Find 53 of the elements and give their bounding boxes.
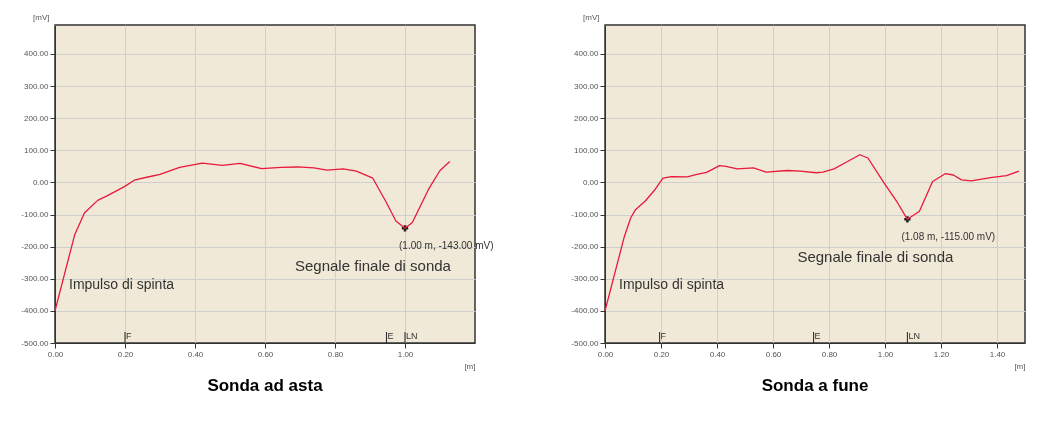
y-tick-label: -100.00 — [571, 210, 600, 220]
y-tick-label: -100.00 — [21, 210, 50, 220]
ref-line-label: E — [387, 331, 394, 341]
y-tick-label: 400.00 — [574, 49, 600, 59]
x-tick-label: 0.20 — [117, 349, 134, 359]
y-tick-label: -300.00 — [21, 274, 50, 284]
x-axis-title: [m] — [464, 361, 476, 371]
y-tick-label: 200.00 — [574, 113, 600, 123]
y-tick-label: 0.00 — [582, 177, 600, 187]
x-tick-label: 0.60 — [257, 349, 274, 359]
y-tick-label: 300.00 — [24, 81, 50, 91]
y-tick-label: -200.00 — [571, 242, 600, 252]
x-tick-label: 0.40 — [709, 349, 726, 359]
y-tick-label: -500.00 — [21, 338, 50, 348]
text: Sonda ad asta — [207, 376, 324, 395]
ref-line-label: LN — [406, 331, 418, 341]
ref-line-label: E — [814, 331, 821, 341]
x-tick-label: 0.80 — [327, 349, 344, 359]
x-axis-title: [m] — [1014, 361, 1026, 371]
y-tick-label: 300.00 — [574, 81, 600, 91]
annotation: (1.00 m, -143.00 mV) — [399, 240, 494, 252]
annotation: Impulso di spinta — [619, 275, 725, 292]
x-tick-label: 1.20 — [933, 349, 950, 359]
x-tick-label: 0.00 — [47, 349, 64, 359]
y-tick-label: -200.00 — [21, 242, 50, 252]
x-tick-label: 1.00 — [877, 349, 894, 359]
x-tick-label: 1.00 — [397, 349, 414, 359]
y-tick-label: 100.00 — [574, 145, 600, 155]
y-tick-label: 400.00 — [24, 49, 50, 59]
x-tick-label: 0.40 — [187, 349, 204, 359]
y-tick-label: 200.00 — [24, 113, 50, 123]
y-tick-label: 0.00 — [32, 177, 50, 187]
text: Sonda a fune — [761, 376, 869, 395]
annotation: Impulso di spinta — [69, 275, 175, 292]
annotation: Segnale finale di sonda — [295, 257, 452, 275]
y-tick-label: -300.00 — [571, 274, 600, 284]
y-tick-label: 100.00 — [24, 145, 50, 155]
x-tick-label: 0.60 — [765, 349, 782, 359]
x-tick-label: 0.80 — [821, 349, 838, 359]
line-series — [604, 154, 1020, 312]
annotation: (1.08 m, -115.00 mV) — [901, 231, 996, 243]
y-tick-label: -400.00 — [21, 306, 50, 316]
y-tick-label: -500.00 — [571, 338, 600, 348]
x-tick-label: 1.40 — [989, 349, 1006, 359]
ref-line-label: LN — [908, 331, 920, 341]
x-tick-label: 0.00 — [597, 349, 614, 359]
annotation: Segnale finale di sonda — [797, 248, 955, 266]
ref-line-label: F — [660, 331, 667, 341]
ref-line-label: F — [126, 331, 132, 341]
y-axis-title: [mV] — [583, 12, 600, 22]
y-axis-title: [mV] — [33, 12, 50, 22]
x-tick-label: 0.20 — [653, 349, 670, 359]
y-tick-label: -400.00 — [571, 306, 600, 316]
